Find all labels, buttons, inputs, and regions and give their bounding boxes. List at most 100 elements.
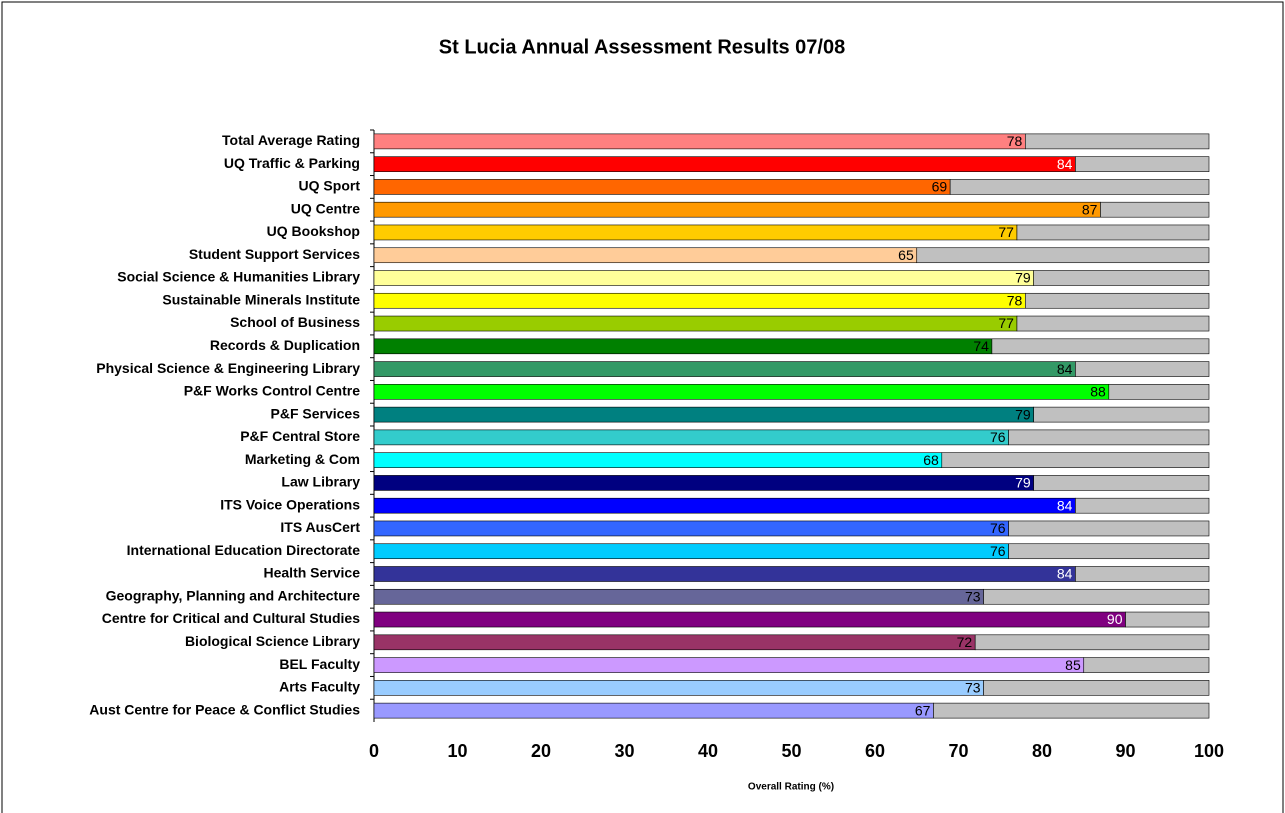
data-label: 87 — [1082, 201, 1098, 217]
bar — [373, 429, 1009, 446]
y-tick-label: School of Business — [230, 314, 360, 330]
x-axis-title: Overall Rating (%) — [748, 782, 834, 793]
bar — [373, 201, 1101, 218]
y-tick-label: ITS Voice Operations — [220, 496, 360, 512]
bar — [373, 475, 1034, 491]
remainder-bar — [1033, 475, 1210, 491]
data-label: 84 — [1057, 361, 1073, 377]
y-tick-label: Arts Faculty — [279, 679, 360, 695]
y-tick-label: Centre for Critical and Cultural Studies — [102, 610, 360, 626]
x-tick-label: 30 — [614, 741, 634, 761]
remainder-bar — [916, 247, 1210, 264]
data-label: 76 — [990, 520, 1006, 536]
y-tick-label: Total Average Rating — [222, 132, 360, 148]
data-label: 76 — [990, 543, 1006, 559]
remainder-bar — [991, 338, 1210, 355]
remainder-bar — [1108, 384, 1210, 400]
data-label: 73 — [965, 588, 981, 604]
bar — [373, 384, 1110, 400]
bar — [373, 452, 943, 468]
bar — [373, 338, 993, 355]
y-tick-label: Social Science & Humanities Library — [117, 269, 360, 285]
bar — [373, 657, 1085, 673]
y-tick-label: UQ Centre — [291, 200, 360, 216]
data-label: 90 — [1107, 611, 1123, 627]
remainder-bar — [1025, 133, 1210, 150]
remainder-bar — [941, 452, 1210, 468]
chart-title: St Lucia Annual Assessment Results 07/08 — [439, 36, 845, 58]
bar — [373, 292, 1026, 309]
x-tick-label: 100 — [1194, 741, 1224, 761]
remainder-bar — [1008, 543, 1210, 560]
x-tick-label: 80 — [1032, 741, 1052, 761]
data-label: 77 — [998, 315, 1014, 331]
data-label: 67 — [915, 702, 931, 718]
data-label: 69 — [932, 179, 948, 195]
bar — [373, 247, 918, 264]
data-label: 78 — [1007, 133, 1023, 149]
bar — [373, 224, 1018, 241]
remainder-bar — [1033, 270, 1210, 286]
data-label: 76 — [990, 429, 1006, 445]
remainder-bar — [1016, 315, 1210, 332]
y-tick-label: UQ Traffic & Parking — [224, 155, 360, 171]
bar — [373, 543, 1009, 560]
bar — [373, 315, 1018, 332]
bar — [373, 611, 1126, 628]
bar — [373, 520, 1009, 537]
bar — [373, 566, 1076, 582]
y-tick-label: UQ Sport — [299, 178, 361, 194]
y-tick-label: P&F Services — [271, 405, 361, 421]
remainder-bar — [1008, 429, 1210, 446]
remainder-bar — [1083, 657, 1210, 673]
data-label: 84 — [1057, 566, 1073, 582]
y-tick-label: Aust Centre for Peace & Conflict Studies — [89, 701, 360, 717]
bar — [373, 179, 951, 195]
y-tick-label: Law Library — [281, 474, 360, 490]
data-label: 84 — [1057, 156, 1073, 172]
y-tick-label: Biological Science Library — [185, 633, 360, 649]
remainder-bar — [949, 179, 1210, 195]
remainder-bar — [1025, 292, 1210, 309]
bar — [373, 361, 1076, 377]
remainder-bar — [1008, 520, 1210, 537]
data-label: 79 — [1015, 406, 1031, 422]
data-label: 73 — [965, 680, 981, 696]
x-tick-label: 0 — [369, 741, 379, 761]
data-label: 77 — [998, 224, 1014, 240]
y-tick-label: Sustainable Minerals Institute — [162, 291, 360, 307]
remainder-bar — [1016, 224, 1210, 241]
remainder-bar — [1075, 156, 1210, 172]
bar — [373, 634, 976, 651]
remainder-bar — [983, 588, 1210, 605]
remainder-bar — [1125, 611, 1210, 628]
y-tick-label: Geography, Planning and Architecture — [106, 587, 361, 603]
remainder-bar — [983, 680, 1210, 696]
x-tick-label: 20 — [531, 741, 551, 761]
remainder-bar — [974, 634, 1210, 651]
y-tick-label: Marketing & Com — [245, 451, 360, 467]
remainder-bar — [1100, 201, 1210, 218]
bar — [373, 680, 984, 696]
remainder-bar — [1075, 361, 1210, 377]
x-tick-label: 60 — [865, 741, 885, 761]
data-label: 78 — [1007, 292, 1023, 308]
y-tick-label: UQ Bookshop — [267, 223, 360, 239]
bar — [373, 270, 1034, 286]
x-tick-label: 90 — [1115, 741, 1135, 761]
y-tick-label: International Education Directorate — [127, 542, 361, 558]
bar — [373, 588, 984, 605]
remainder-bar — [1075, 497, 1210, 514]
y-tick-label: Health Service — [264, 565, 361, 581]
bar — [373, 497, 1076, 514]
y-tick-label: P&F Central Store — [240, 428, 360, 444]
remainder-bar — [1033, 406, 1210, 423]
y-tick-label: Records & Duplication — [210, 337, 360, 353]
data-label: 85 — [1065, 657, 1081, 673]
data-label: 72 — [957, 634, 973, 650]
y-tick-label: P&F Works Control Centre — [184, 383, 361, 399]
bar — [373, 406, 1034, 423]
data-label: 74 — [973, 338, 989, 354]
y-tick-label: ITS AusCert — [280, 519, 360, 535]
